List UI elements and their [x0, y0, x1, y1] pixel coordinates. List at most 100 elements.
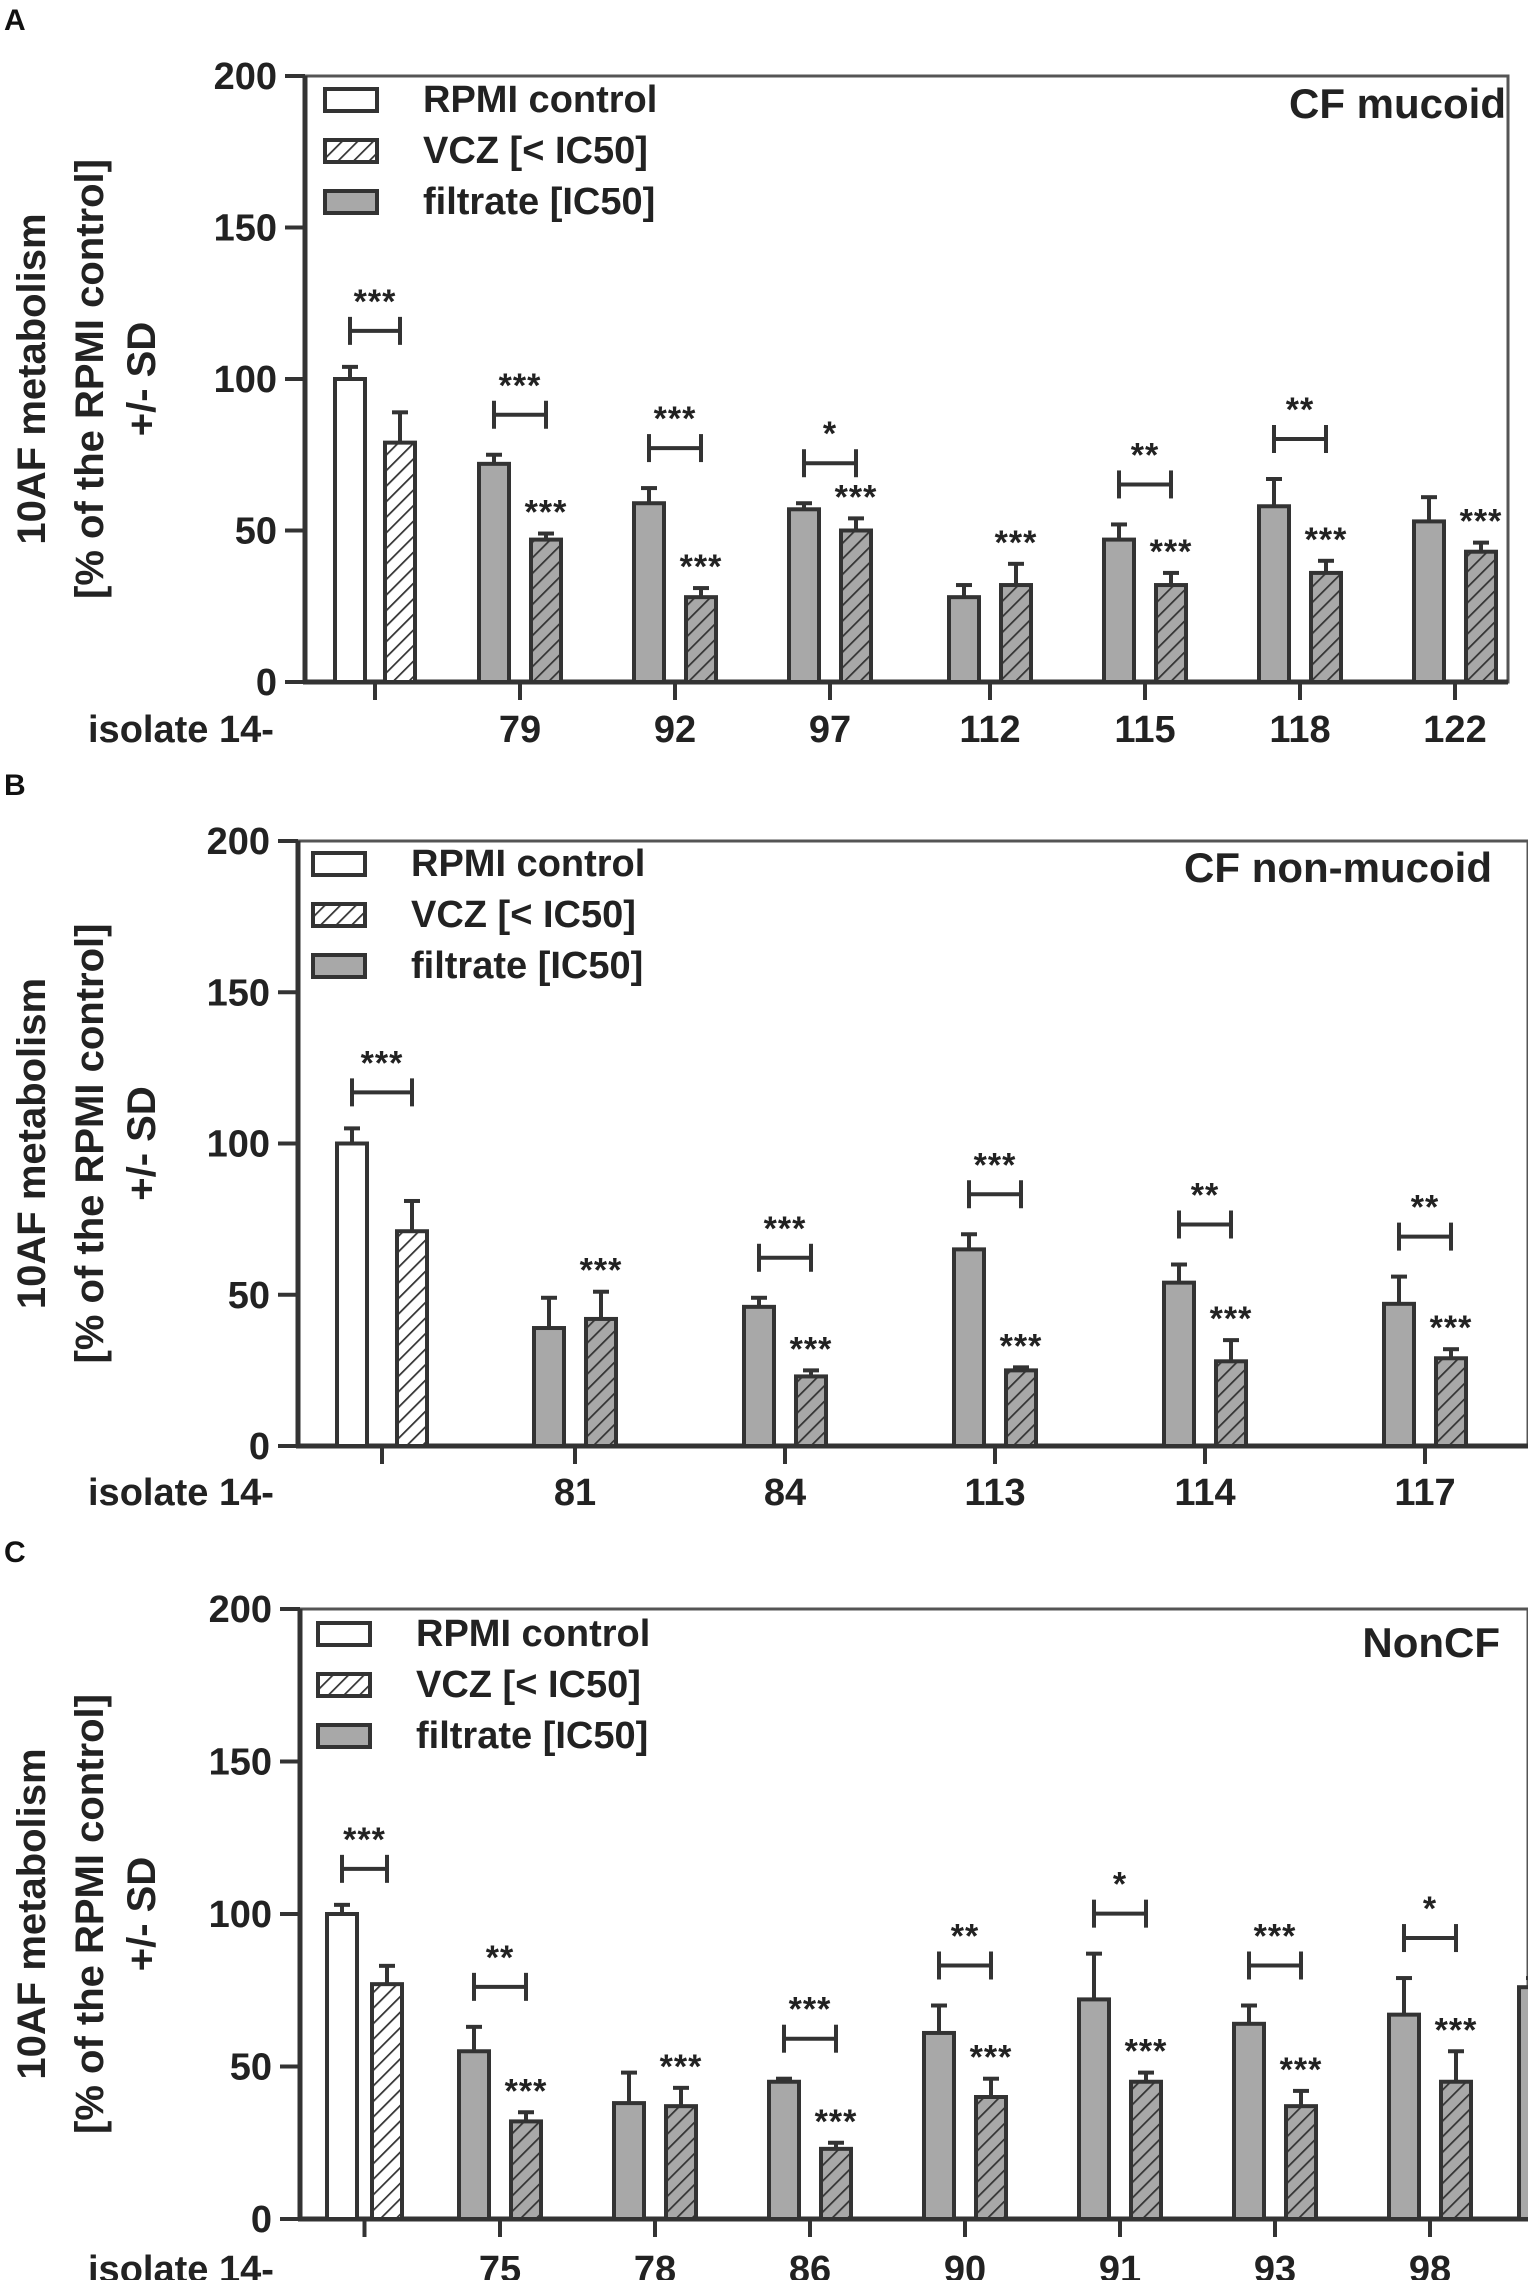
significance-stars: *** [354, 283, 397, 321]
significance-stars: *** [1150, 533, 1193, 571]
y-tick-label: 50 [230, 2047, 272, 2089]
bar-filtrate [952, 1247, 986, 1448]
y-tick-label: 100 [207, 1124, 270, 1166]
bar-filtrate-vcz [1464, 549, 1498, 685]
legend-label: RPMI control [416, 1613, 650, 1655]
bar-rpmi-control [333, 377, 367, 684]
chart-panel-C: C 0 50 100 150 200 10AF metabolism [% of the RP… [4, 1536, 1528, 2280]
x-tick-label: 93 [1254, 2249, 1296, 2280]
significance-stars: *** [974, 1146, 1017, 1184]
y-tick-label: 150 [214, 208, 277, 250]
bar-filtrate-vcz [794, 1374, 828, 1449]
y-tick-label: 200 [214, 56, 277, 98]
bar-filtrate [742, 1304, 776, 1448]
panel-title: CF non-mucoid [1184, 844, 1492, 891]
x-tick-label: 113 [964, 1472, 1025, 1514]
significance-stars: *** [1430, 1309, 1473, 1347]
y-tick-label: 200 [209, 1589, 272, 1631]
legend-swatch [323, 138, 379, 164]
y-tick-label: 150 [209, 1742, 272, 1784]
bar-filtrate [947, 595, 981, 684]
y-axis-label: 10AF metabolism [10, 1748, 54, 2079]
legend-label: RPMI control [411, 843, 645, 885]
bar-filtrate [1162, 1280, 1196, 1449]
x-tick-label: 91 [1099, 2249, 1141, 2280]
bar-filtrate [767, 2079, 801, 2221]
bar-filtrate-vcz [1004, 1368, 1038, 1448]
x-tick-label: 114 [1174, 1472, 1235, 1514]
x-tick-label: 75 [479, 2249, 521, 2280]
bar-filtrate [477, 461, 511, 684]
x-tick-label: 122 [1423, 709, 1486, 751]
significance-stars: *** [815, 2103, 858, 2141]
panel-letter: A [4, 4, 26, 37]
significance-stars: *** [361, 1044, 404, 1082]
significance-stars: *** [580, 1252, 623, 1290]
significance-stars: *** [1254, 1918, 1297, 1956]
bar-filtrate-vcz [529, 537, 563, 685]
significance-stars: *** [995, 524, 1038, 562]
y-axis-label: +/- SD [120, 1857, 164, 1971]
bar-filtrate [1257, 504, 1291, 685]
y-tick-label: 100 [214, 359, 277, 401]
legend-label: filtrate [IC50] [423, 181, 655, 223]
x-tick-label: 86 [789, 2249, 831, 2280]
significance-stars: *** [499, 367, 542, 405]
x-tick-label: 118 [1269, 709, 1330, 751]
legend-swatch [311, 953, 367, 979]
y-axis-label: +/- SD [120, 1086, 164, 1200]
y-axis-label: +/- SD [120, 322, 164, 436]
y-tick-label: 0 [251, 2199, 272, 2241]
bar-filtrate [632, 501, 666, 685]
y-tick-label: 100 [209, 1894, 272, 1936]
y-tick-label: 0 [256, 662, 277, 704]
chart-panel-A: A 0 50 100 150 200 10AF metabolism [% of the RP… [4, 4, 1510, 751]
panel-title: NonCF [1362, 1619, 1500, 1666]
bar-filtrate [1382, 1301, 1416, 1448]
significance-stars: ** [1411, 1189, 1439, 1227]
bar-filtrate-vcz [819, 2146, 853, 2222]
y-axis-label: 10AF metabolism [10, 978, 54, 1309]
bar-filtrate-vcz [684, 595, 718, 684]
significance-stars: *** [1305, 521, 1348, 559]
legend-label: VCZ [< IC50] [411, 894, 636, 936]
significance-stars: ** [1191, 1177, 1219, 1215]
bar-filtrate-vcz [1214, 1359, 1248, 1449]
bar-filtrate-vcz [1309, 570, 1343, 684]
legend-swatch [311, 851, 367, 877]
x-axis-prefix: isolate 14- [88, 2249, 274, 2280]
significance-stars: * [1423, 1890, 1437, 1928]
significance-stars: *** [1280, 2051, 1323, 2089]
bar-rpmi-control [335, 1141, 369, 1448]
bar-filtrate [787, 507, 821, 685]
y-axis-label: [% of the RPMI control] [68, 1694, 112, 2134]
x-axis-prefix: isolate 14- [88, 709, 274, 751]
y-tick-label: 50 [228, 1275, 270, 1317]
bar-filtrate [1387, 2012, 1421, 2222]
y-axis-label: 10AF metabolism [10, 213, 54, 544]
bar-filtrate-vcz [1439, 2079, 1473, 2221]
y-tick-label: 50 [235, 511, 277, 553]
x-tick-label: 79 [499, 709, 541, 751]
legend-swatch [323, 87, 379, 113]
significance-stars: ** [951, 1918, 979, 1956]
x-axis-prefix: isolate 14- [88, 1472, 274, 1514]
y-tick-label: 200 [207, 821, 270, 863]
y-tick-label: 0 [249, 1426, 270, 1468]
bar-filtrate-vcz [1129, 2079, 1163, 2221]
legend-label: RPMI control [423, 79, 657, 121]
significance-stars: ** [1286, 391, 1314, 429]
bar-filtrate [1412, 519, 1446, 684]
significance-stars: *** [764, 1210, 807, 1248]
bar-filtrate-vcz [839, 528, 873, 684]
significance-stars: *** [505, 2072, 548, 2110]
x-tick-label: 84 [764, 1472, 806, 1514]
significance-stars: *** [525, 494, 568, 532]
y-axis-label: [% of the RPMI control] [68, 159, 112, 599]
panel-letter: C [4, 1536, 26, 1569]
bar-filtrate [1102, 537, 1136, 685]
x-tick-label: 81 [554, 1472, 596, 1514]
y-axis-label: [% of the RPMI control] [68, 924, 112, 1364]
significance-stars: * [823, 415, 837, 453]
significance-stars: *** [1210, 1300, 1253, 1338]
